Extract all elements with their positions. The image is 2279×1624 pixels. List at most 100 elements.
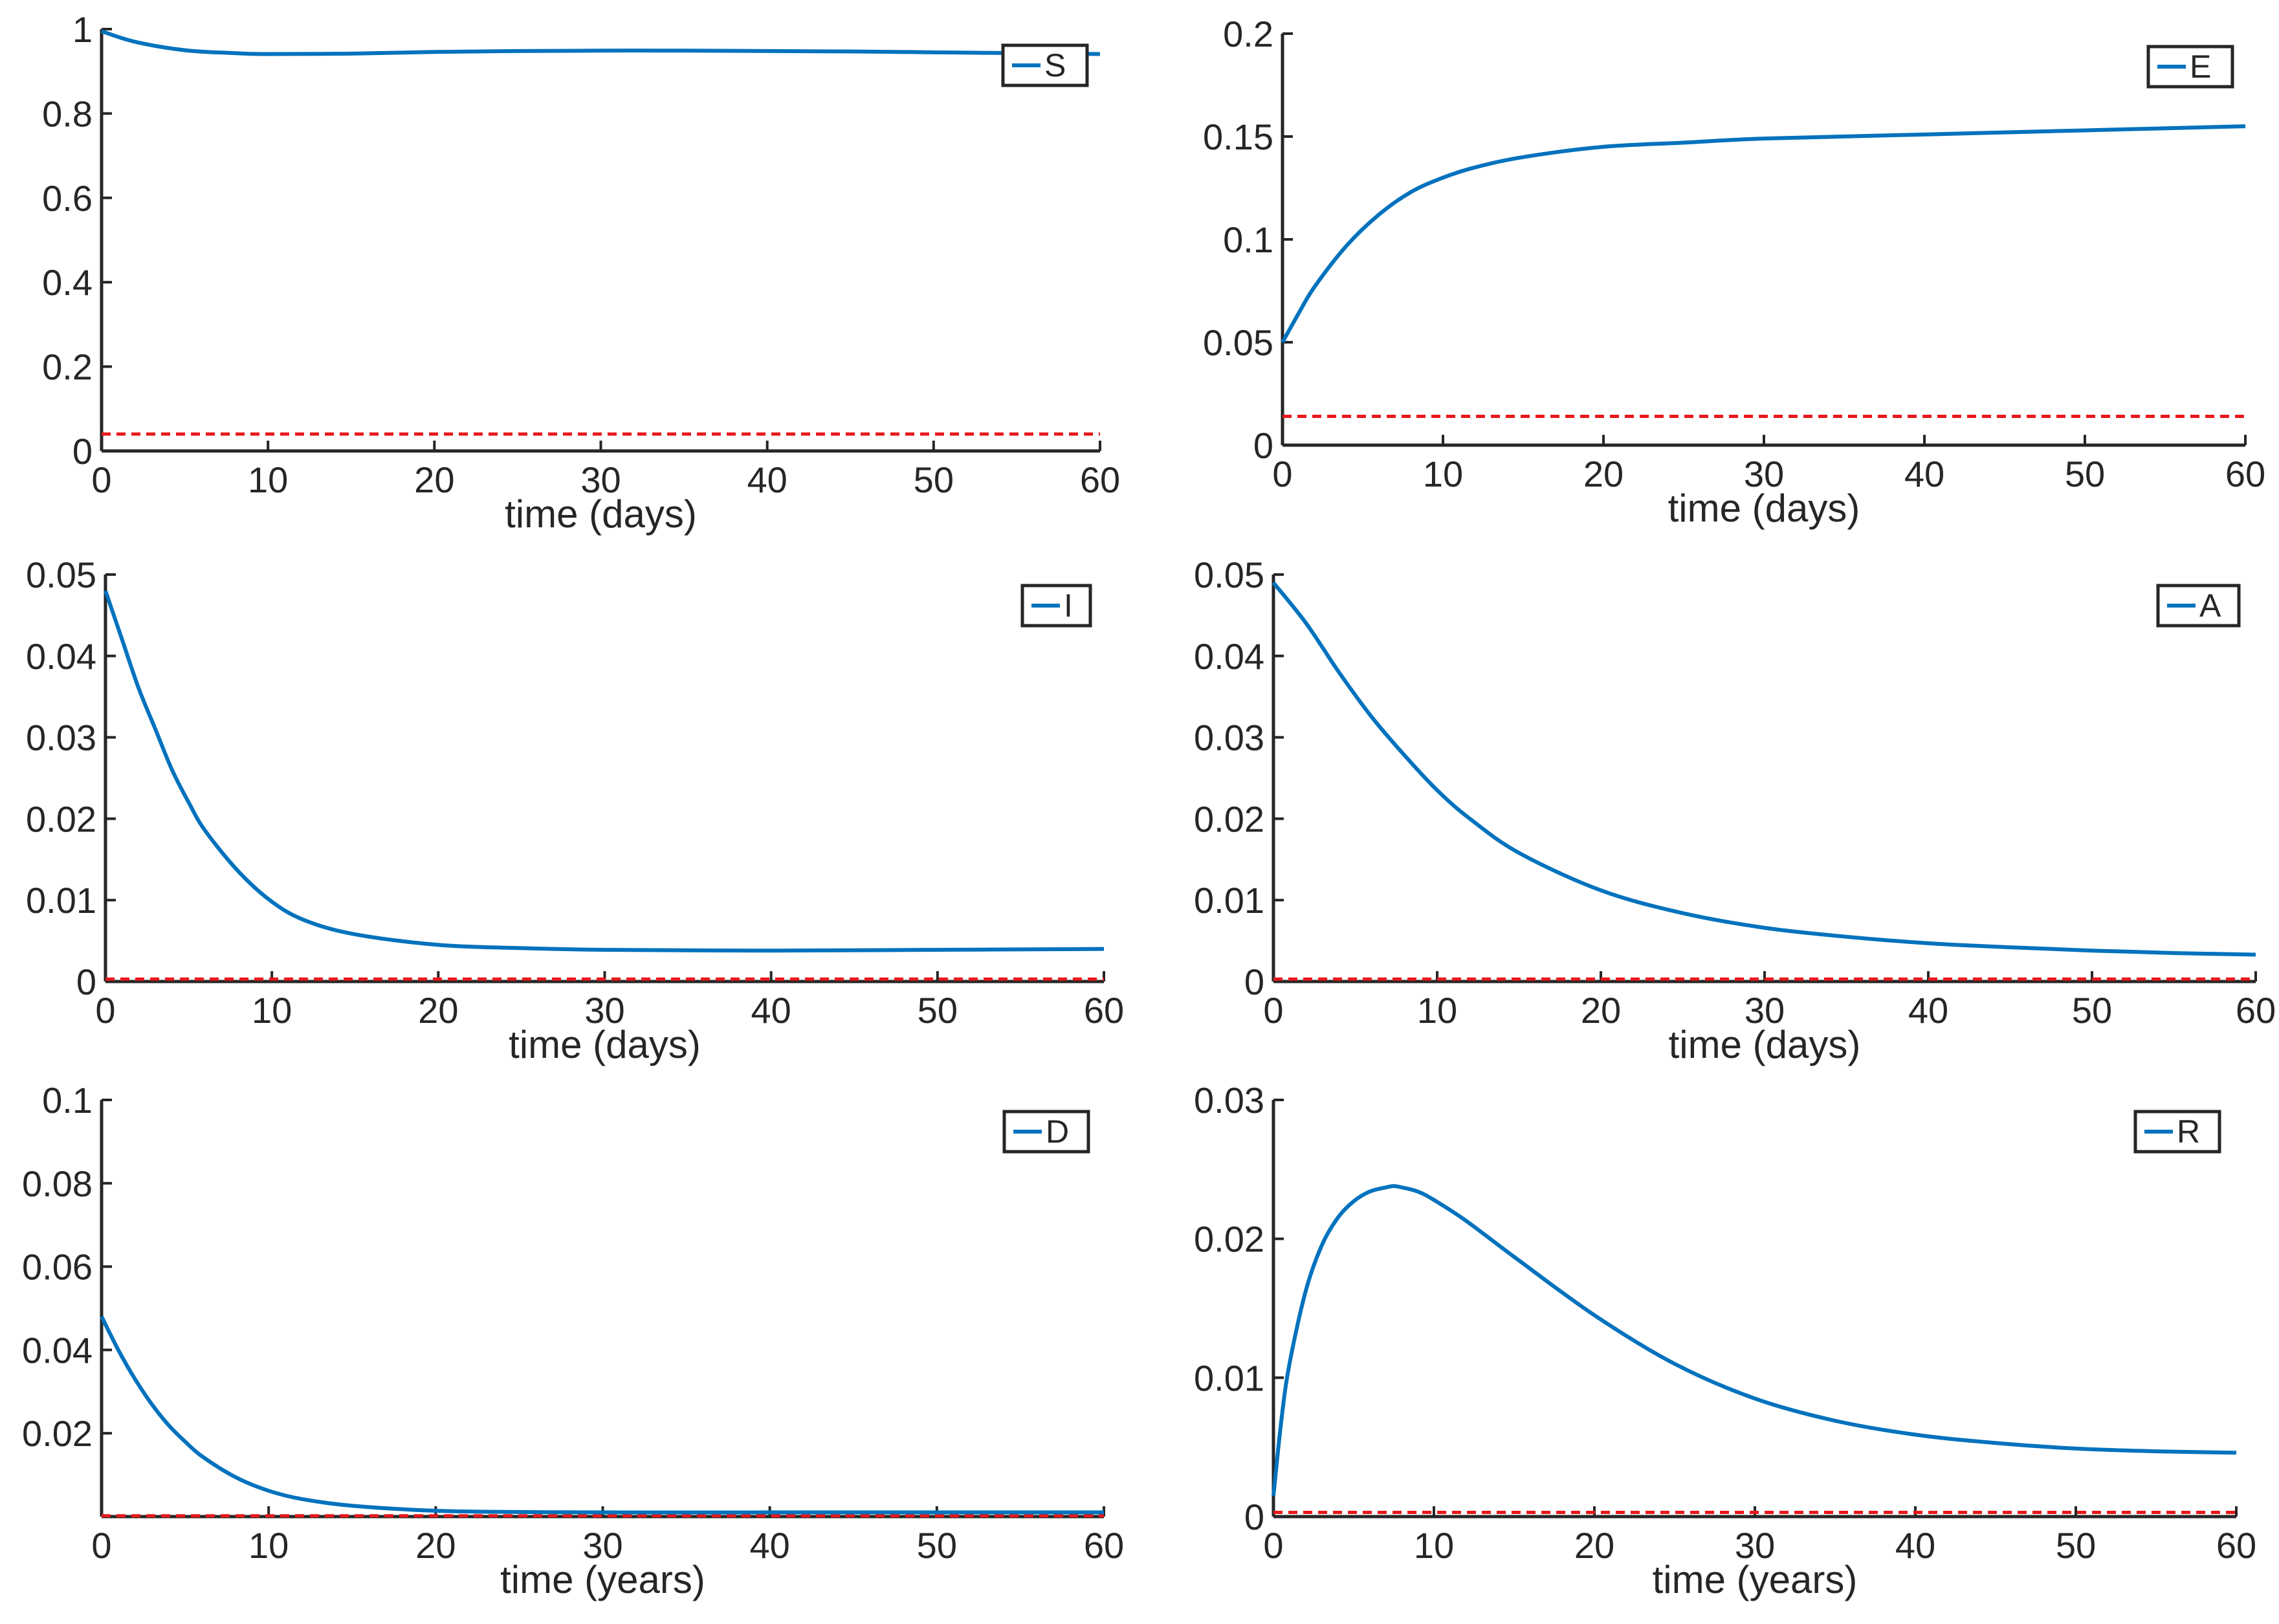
x-tick-label: 30 — [584, 990, 624, 1031]
x-tick-label: 40 — [751, 990, 791, 1031]
x-tick-label: 20 — [414, 459, 454, 500]
x-tick-label: 50 — [2065, 454, 2105, 494]
x-tick-label: 20 — [415, 1525, 456, 1566]
legend: A — [2156, 584, 2241, 628]
legend-label: E — [2190, 49, 2211, 85]
x-axis-label: time (days) — [509, 1023, 701, 1066]
x-tick-label: 50 — [2056, 1525, 2096, 1566]
legend: I — [1020, 584, 1092, 628]
y-tick-label: 0.05 — [26, 554, 96, 595]
x-axis-label: time (years) — [500, 1558, 705, 1601]
x-tick-label: 20 — [1581, 990, 1621, 1031]
x-tick-label: 10 — [252, 990, 292, 1031]
x-tick-label: 60 — [1080, 459, 1120, 500]
y-tick-label: 0.02 — [26, 798, 96, 839]
y-tick-label: 0.05 — [1194, 554, 1264, 595]
y-tick-label: 0.02 — [1194, 798, 1264, 839]
y-tick-label: 0.2 — [42, 347, 93, 388]
y-tick-label: 0.02 — [22, 1413, 93, 1454]
x-tick-label: 0 — [91, 1525, 111, 1566]
series-line-E — [1281, 124, 2246, 344]
y-tick-label: 0.08 — [22, 1163, 93, 1204]
legend: D — [1002, 1110, 1090, 1154]
y-tick-label: 0.05 — [1203, 322, 1273, 363]
y-tick-label: 0.06 — [22, 1247, 93, 1288]
x-tick-label: 50 — [2072, 990, 2112, 1031]
legend-label: I — [1064, 587, 1073, 624]
series-line-R — [1272, 1184, 2237, 1497]
series-line-S — [101, 29, 1101, 56]
x-axis-label: time (years) — [1653, 1558, 1858, 1601]
panel-I: 0 10 20 30 40 50 60 0 0.01 0.02 0.03 0.04 0.05 time (… — [26, 554, 1124, 1066]
y-tick-label: 0.03 — [26, 718, 96, 758]
x-tick-label: 20 — [1583, 454, 1624, 494]
x-tick-label: 30 — [1744, 454, 1784, 494]
legend-label: D — [1046, 1114, 1069, 1150]
y-tick-label: 0 — [76, 961, 96, 1002]
x-axis-label: time (days) — [1669, 1023, 1861, 1066]
x-tick-label: 40 — [747, 459, 787, 500]
y-tick-label: 0.02 — [1194, 1219, 1264, 1260]
y-tick-label: 0.04 — [26, 636, 96, 677]
y-tick-label: 0.1 — [42, 1080, 93, 1121]
y-tick-label: 0.2 — [1223, 14, 1273, 54]
y-tick-label: 0.01 — [1194, 1357, 1264, 1398]
y-tick-label: 0.4 — [42, 262, 93, 303]
x-tick-label: 40 — [1908, 990, 1948, 1031]
legend: S — [1001, 43, 1089, 87]
y-tick-label: 0 — [72, 431, 93, 472]
y-tick-label: 0.01 — [26, 880, 96, 921]
x-tick-label: 0 — [91, 459, 111, 500]
panel-E: 0 10 20 30 40 50 60 0 0.05 0.1 0.15 0.2 time (days) E — [1203, 14, 2265, 530]
y-tick-label: 0.15 — [1203, 116, 1273, 157]
x-tick-label: 60 — [2236, 990, 2276, 1031]
y-tick-label: 0.04 — [1194, 636, 1264, 677]
x-tick-label: 30 — [1735, 1525, 1775, 1566]
y-tick-label: 1 — [72, 9, 93, 50]
x-tick-label: 10 — [1417, 990, 1457, 1031]
y-tick-label: 0 — [1253, 425, 1273, 466]
x-tick-label: 20 — [418, 990, 458, 1031]
x-tick-label: 10 — [1414, 1525, 1454, 1566]
y-tick-label: 0.03 — [1194, 1080, 1264, 1121]
series-line-A — [1272, 581, 2256, 957]
x-tick-label: 50 — [914, 459, 954, 500]
x-tick-label: 20 — [1574, 1525, 1614, 1566]
x-tick-label: 10 — [248, 1525, 289, 1566]
x-tick-label: 60 — [1084, 1525, 1124, 1566]
x-tick-label: 0 — [1263, 990, 1283, 1031]
x-tick-label: 60 — [2216, 1525, 2256, 1566]
panel-R: 0 10 20 30 40 50 60 0 0.01 0.02 0.03 time (years) R — [1194, 1080, 2256, 1601]
legend: E — [2146, 45, 2234, 89]
series-line-D — [100, 1315, 1104, 1515]
y-tick-label: 0.6 — [42, 178, 93, 219]
x-tick-label: 30 — [582, 1525, 622, 1566]
y-tick-label: 0 — [1244, 1497, 1264, 1537]
legend-label: A — [2199, 587, 2221, 624]
legend: R — [2133, 1110, 2221, 1154]
legend-label: S — [1044, 47, 1066, 83]
x-tick-label: 60 — [1084, 990, 1124, 1031]
x-tick-label: 30 — [1745, 990, 1785, 1031]
legend-box — [1001, 43, 1089, 87]
legend-label: R — [2177, 1114, 2200, 1150]
panel-A: 0 10 20 30 40 50 60 0 0.01 0.02 0.03 0.04 0.05 time (… — [1194, 554, 2276, 1066]
x-axis-label: time (days) — [505, 492, 697, 536]
y-tick-label: 0 — [1244, 961, 1264, 1002]
y-tick-label: 0.1 — [1223, 219, 1273, 260]
x-axis-label: time (days) — [1668, 487, 1860, 530]
y-tick-label: 0.03 — [1194, 718, 1264, 758]
series-line-I — [104, 590, 1105, 953]
y-tick-label: 0.8 — [42, 93, 93, 134]
panel-S: 0 10 20 30 40 50 60 0 0.2 0.4 0.6 0.8 1 time (days) S — [42, 9, 1120, 536]
x-tick-label: 0 — [95, 990, 115, 1031]
x-tick-label: 0 — [1263, 1525, 1283, 1566]
x-tick-label: 50 — [918, 990, 958, 1031]
x-tick-label: 40 — [1904, 454, 1944, 494]
x-tick-label: 10 — [248, 459, 288, 500]
x-tick-label: 40 — [1895, 1525, 1935, 1566]
x-tick-label: 0 — [1272, 454, 1292, 494]
x-tick-label: 10 — [1423, 454, 1463, 494]
panel-D: 0 10 20 30 40 50 60 0.02 0.04 0.06 0.08 0.1 time (ye… — [22, 1080, 1124, 1601]
